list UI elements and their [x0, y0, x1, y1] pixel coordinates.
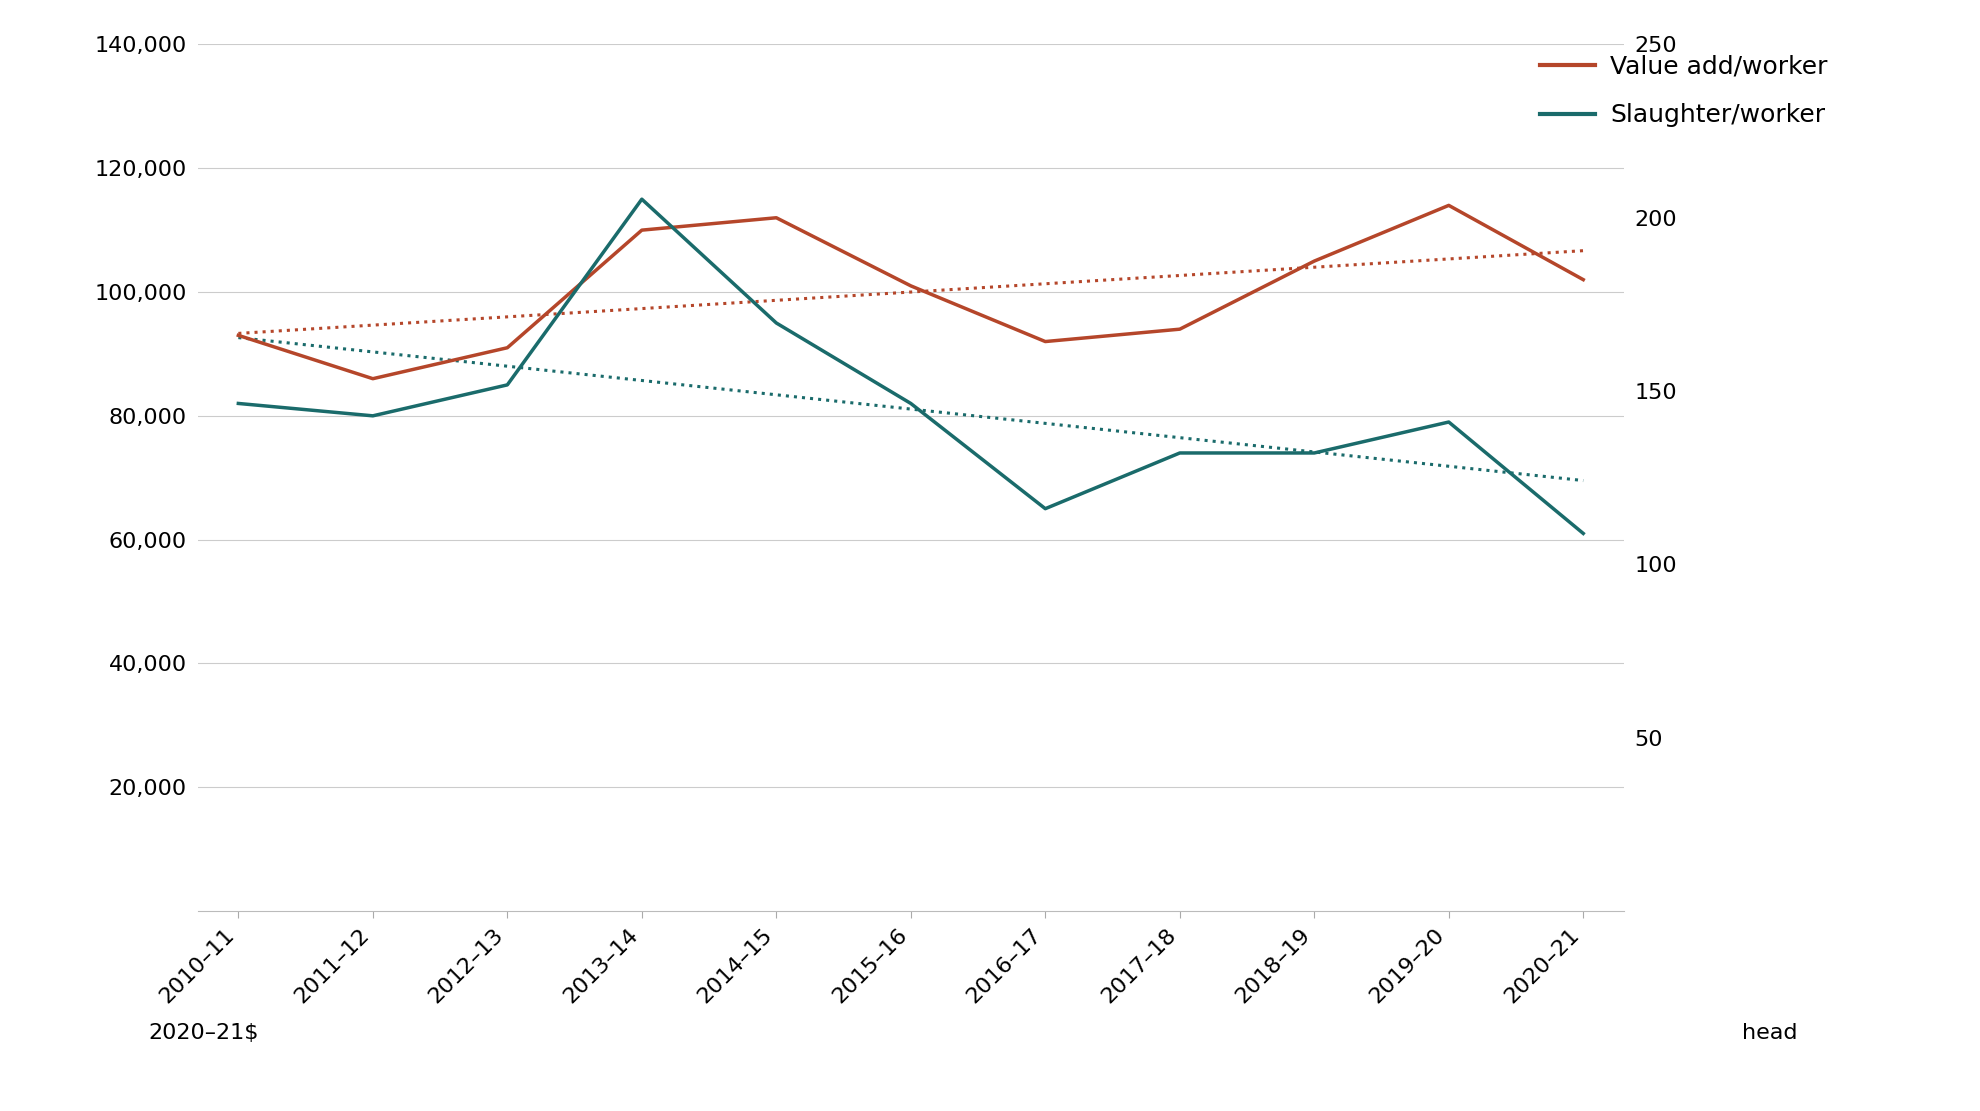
Value add/worker — [360, 372, 384, 386]
Legend: Value add/worker, Slaughter/worker: Value add/worker, Slaughter/worker — [1531, 44, 1837, 138]
Slaughter/worker — [630, 192, 653, 206]
Slaughter/worker — [764, 317, 788, 330]
Slaughter/worker — [1572, 527, 1596, 540]
Text: 2020–21$: 2020–21$ — [148, 1023, 259, 1043]
Value add/worker — [495, 341, 519, 354]
Slaughter/worker — [360, 409, 384, 422]
Value add/worker — [899, 279, 923, 292]
Value add/worker — [1437, 199, 1461, 212]
Value add/worker — [1034, 334, 1057, 348]
Value add/worker — [764, 211, 788, 224]
Slaughter/worker — [899, 397, 923, 410]
Line: Value add/worker: Value add/worker — [238, 206, 1584, 379]
Value add/worker — [1303, 254, 1327, 268]
Slaughter/worker — [495, 378, 519, 391]
Value add/worker — [226, 329, 249, 342]
Text: head: head — [1742, 1023, 1798, 1043]
Slaughter/worker — [1303, 447, 1327, 460]
Value add/worker — [1572, 273, 1596, 287]
Slaughter/worker — [1034, 502, 1057, 516]
Line: Slaughter/worker: Slaughter/worker — [238, 199, 1584, 533]
Slaughter/worker — [226, 397, 249, 410]
Value add/worker — [630, 223, 653, 237]
Slaughter/worker — [1437, 416, 1461, 429]
Value add/worker — [1168, 322, 1192, 336]
Slaughter/worker — [1168, 447, 1192, 460]
